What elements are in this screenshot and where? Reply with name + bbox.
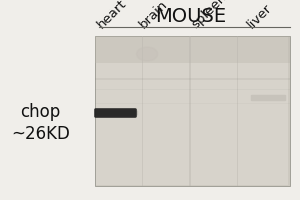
Text: ~26KD: ~26KD <box>11 125 70 143</box>
Bar <box>94 36 290 186</box>
Circle shape <box>137 47 158 61</box>
FancyBboxPatch shape <box>95 110 138 116</box>
Bar <box>190 36 191 186</box>
Bar <box>94 89 290 90</box>
Text: heart: heart <box>94 0 129 31</box>
Bar <box>94 78 290 80</box>
Bar <box>96 37 288 185</box>
Bar <box>142 36 143 186</box>
Text: spleen: spleen <box>189 0 229 31</box>
Text: liver: liver <box>244 1 274 31</box>
Bar <box>94 36 290 63</box>
FancyBboxPatch shape <box>94 108 137 118</box>
Bar <box>94 103 290 104</box>
Text: chop: chop <box>20 103 61 121</box>
Text: MOUSE: MOUSE <box>155 7 226 26</box>
FancyBboxPatch shape <box>251 95 286 101</box>
Text: brain: brain <box>136 0 170 31</box>
Bar <box>237 36 238 186</box>
